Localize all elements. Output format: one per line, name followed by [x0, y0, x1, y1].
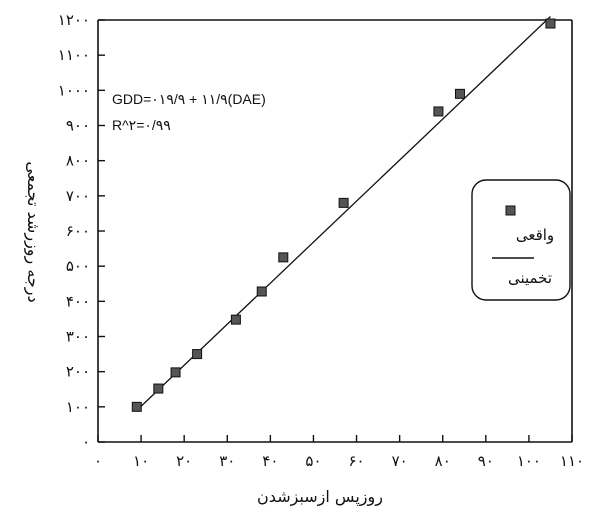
x-axis-title: روزپس ازسبزشدن — [257, 487, 383, 507]
equation-text: GDD=۰۱۹/۹ + ۱۱/۹(DAE) — [112, 91, 266, 107]
x-tick-label: ۱۰۰ — [517, 452, 541, 470]
y-axis-ticks: ۰ ۱۰۰ ۲۰۰ ۳۰۰ ۴۰۰ ۵۰۰ ۶۰۰ ۷۰۰ ۸۰۰ ۹۰۰ ۱۰۰۰ ۱۱۰۰ ۱۲۰۰ — [58, 11, 105, 451]
x-tick-label: ۰ — [94, 452, 102, 470]
x-tick-label: ۹۰ — [478, 452, 494, 470]
x-tick-label: ۲۰ — [176, 452, 192, 470]
y-tick-label: ۸۰۰ — [66, 152, 90, 170]
data-point — [230, 314, 241, 325]
x-tick-label: ۵۰ — [305, 452, 321, 470]
y-tick-label: ۵۰۰ — [66, 257, 90, 275]
data-point — [278, 252, 289, 263]
y-tick-label: ۳۰۰ — [66, 328, 90, 346]
data-point — [153, 383, 164, 394]
series-layer — [131, 16, 556, 412]
legend-marker-actual — [505, 205, 516, 216]
x-tick-label: ۴۰ — [262, 452, 278, 470]
y-tick-label: ۰ — [82, 433, 90, 451]
data-point — [454, 88, 465, 99]
y-tick-label: ۷۰۰ — [66, 187, 90, 205]
legend-label-actual: واقعی — [516, 226, 554, 244]
data-point — [545, 18, 556, 29]
data-point — [170, 367, 181, 378]
x-tick-label: ۱۱۰ — [560, 452, 584, 470]
y-tick-label: ۱۱۰۰ — [58, 46, 90, 64]
y-tick-label: ۱۰۰۰ — [58, 81, 90, 99]
x-tick-label: ۶۰ — [348, 452, 364, 470]
r-squared-text: R^۲=۰/۹۹ — [112, 117, 171, 133]
equation-annotation: GDD=۰۱۹/۹ + ۱۱/۹(DAE) R^۲=۰/۹۹ — [112, 91, 266, 133]
legend-box — [471, 179, 571, 301]
y-tick-label: ۶۰۰ — [66, 222, 90, 240]
y-tick-label: ۱۲۰۰ — [58, 11, 90, 29]
x-tick-label: ۱۰ — [133, 452, 149, 470]
x-tick-label: ۸۰ — [435, 452, 451, 470]
y-tick-label: ۴۰۰ — [66, 292, 90, 310]
data-point — [192, 349, 203, 360]
y-tick-label: ۲۰۰ — [66, 363, 90, 381]
x-tick-label: ۷۰ — [392, 452, 408, 470]
legend: واقعی تخمینی — [471, 179, 571, 301]
y-tick-label: ۹۰۰ — [66, 117, 90, 135]
fit-line — [136, 16, 551, 411]
data-point — [433, 106, 444, 117]
y-axis-title: درجه روزرشد تجمعی — [23, 161, 43, 302]
x-tick-label: ۳۰ — [219, 452, 235, 470]
legend-label-estimated: تخمینی — [508, 269, 552, 287]
data-point — [256, 286, 267, 297]
data-point — [338, 197, 349, 208]
x-axis-ticks: ۰ ۱۰ ۲۰ ۳۰ ۴۰ ۵۰ ۶۰ ۷۰ ۸۰ ۹۰ ۱۰۰ ۱۱۰ — [94, 435, 584, 470]
y-tick-label: ۱۰۰ — [66, 398, 90, 416]
data-point — [131, 401, 142, 412]
